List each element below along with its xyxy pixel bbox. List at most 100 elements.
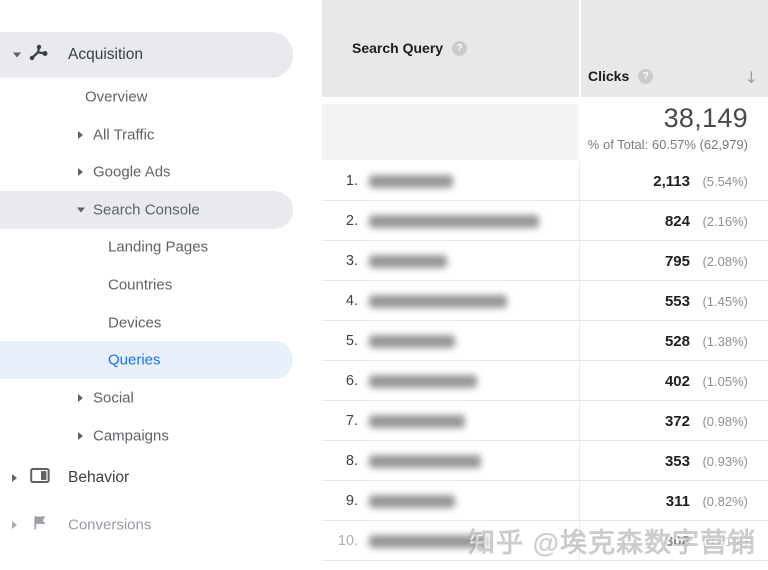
clicks-percent: (1.45%) (690, 294, 748, 309)
table-row: 6. 402 (1.05%) (322, 361, 768, 401)
sidebar-item-behavior[interactable]: Behavior (0, 459, 293, 497)
chevron-right-icon (78, 432, 83, 440)
blurred-query-link[interactable] (369, 335, 455, 348)
blurred-query-link[interactable] (369, 215, 539, 228)
sidebar-item-landing-pages[interactable]: Landing Pages (0, 228, 293, 266)
sidebar-item-label: Conversions (68, 517, 151, 534)
sidebar-item-devices[interactable]: Devices (0, 304, 293, 342)
sidebar-item-label: Social (93, 390, 134, 407)
table-row: 1. 2,113 (5.54%) (322, 161, 768, 201)
sidebar-item-label: Campaigns (93, 428, 169, 445)
blurred-query-link[interactable] (369, 535, 487, 548)
table-row: 2. 824 (2.16%) (322, 201, 768, 241)
table-row: 5. 528 (1.38%) (322, 321, 768, 361)
blurred-query-link[interactable] (369, 455, 481, 468)
queries-report-table: Search Query ? Clicks ? ↓ 38,149 % of To… (322, 0, 768, 570)
sidebar-item-label: Search Console (93, 202, 200, 219)
blurred-query-link[interactable] (369, 175, 453, 188)
chevron-right-icon (78, 394, 83, 402)
table-row: 10. 308 (0.81%) (322, 521, 768, 561)
row-rank: 6. (322, 373, 358, 389)
sidebar: Acquisition Overview All Traffic Google … (0, 0, 322, 570)
help-icon[interactable]: ? (452, 41, 467, 56)
row-rank: 5. (322, 333, 358, 349)
column-header-label: Clicks (588, 68, 629, 84)
chevron-down-icon (77, 208, 85, 213)
flag-icon (31, 514, 49, 537)
clicks-value: 353 (665, 453, 690, 470)
sidebar-item-label: Google Ads (93, 164, 171, 181)
clicks-percent: (1.38%) (690, 334, 748, 349)
clicks-percent: (2.08%) (690, 254, 748, 269)
sort-descending-icon[interactable]: ↓ (745, 70, 758, 86)
row-rank: 2. (322, 213, 358, 229)
table-rows: 1. 2,113 (5.54%) 2. 824 (2.16%) 3. 795 (… (322, 161, 768, 561)
sidebar-item-acquisition[interactable]: Acquisition (0, 32, 293, 78)
sidebar-item-overview[interactable]: Overview (0, 78, 293, 116)
clicks-value: 308 (665, 533, 690, 550)
percent-of-total: % of Total: 60.57% (62,979) (588, 137, 748, 152)
clicks-percent: (5.54%) (690, 174, 748, 189)
table-row: 7. 372 (0.98%) (322, 401, 768, 441)
sidebar-item-label: All Traffic (93, 127, 154, 144)
clicks-percent: (1.05%) (690, 374, 748, 389)
clicks-value: 553 (665, 293, 690, 310)
table-row: 9. 311 (0.82%) (322, 481, 768, 521)
table-row: 8. 353 (0.93%) (322, 441, 768, 481)
column-header-search-query[interactable]: Search Query ? (322, 0, 579, 97)
table-row: 3. 795 (2.08%) (322, 241, 768, 281)
blurred-query-link[interactable] (369, 415, 465, 428)
blurred-query-link[interactable] (369, 495, 455, 508)
row-rank: 1. (322, 173, 358, 189)
sidebar-item-all-traffic[interactable]: All Traffic (0, 116, 293, 154)
blurred-query-link[interactable] (369, 295, 507, 308)
clicks-value: 311 (666, 493, 690, 510)
sidebar-item-google-ads[interactable]: Google Ads (0, 153, 293, 191)
totals-row: 38,149 % of Total: 60.57% (62,979) (322, 97, 768, 161)
sidebar-item-countries[interactable]: Countries (0, 266, 293, 304)
sidebar-item-label: Acquisition (68, 46, 143, 64)
sidebar-item-conversions[interactable]: Conversions (0, 506, 293, 544)
column-header-label: Search Query (352, 40, 443, 56)
row-rank: 3. (322, 253, 358, 269)
help-icon[interactable]: ? (638, 69, 653, 84)
clicks-percent: (0.82%) (690, 494, 748, 509)
sidebar-item-campaigns[interactable]: Campaigns (0, 417, 293, 455)
sidebar-item-label: Devices (108, 315, 161, 332)
behavior-icon (30, 468, 50, 489)
chevron-right-icon (78, 168, 83, 176)
chevron-right-icon (78, 131, 83, 139)
chevron-right-icon (12, 521, 17, 529)
clicks-value: 2,113 (653, 173, 690, 190)
table-row: 4. 553 (1.45%) (322, 281, 768, 321)
clicks-percent: (0.81%) (690, 534, 748, 549)
row-rank: 8. (322, 453, 358, 469)
clicks-percent: (2.16%) (690, 214, 748, 229)
blurred-query-link[interactable] (369, 375, 477, 388)
row-rank: 4. (322, 293, 358, 309)
totals-query-cell (322, 104, 579, 160)
blurred-query-link[interactable] (369, 255, 447, 268)
row-rank: 9. (322, 493, 358, 509)
clicks-percent: (0.98%) (690, 414, 748, 429)
chevron-right-icon (12, 474, 17, 482)
clicks-percent: (0.93%) (690, 454, 748, 469)
row-rank: 10. (322, 533, 358, 549)
sidebar-item-search-console[interactable]: Search Console (0, 191, 293, 229)
sidebar-item-label: Landing Pages (108, 239, 208, 256)
acquisition-icon (28, 43, 50, 68)
row-rank: 7. (322, 413, 358, 429)
column-header-clicks[interactable]: Clicks ? ↓ (581, 0, 768, 97)
clicks-value: 824 (665, 213, 690, 230)
clicks-value: 528 (665, 333, 690, 350)
clicks-value: 402 (665, 373, 690, 390)
sidebar-item-label: Overview (85, 89, 148, 106)
sidebar-item-label: Queries (108, 352, 161, 369)
sidebar-item-queries-selected[interactable]: Queries (0, 341, 293, 379)
chevron-down-icon (13, 53, 21, 58)
sidebar-item-label: Countries (108, 277, 172, 294)
sidebar-item-social[interactable]: Social (0, 379, 293, 417)
sidebar-item-label: Behavior (68, 469, 129, 487)
clicks-value: 372 (665, 413, 690, 430)
total-clicks-value: 38,149 (588, 104, 748, 134)
